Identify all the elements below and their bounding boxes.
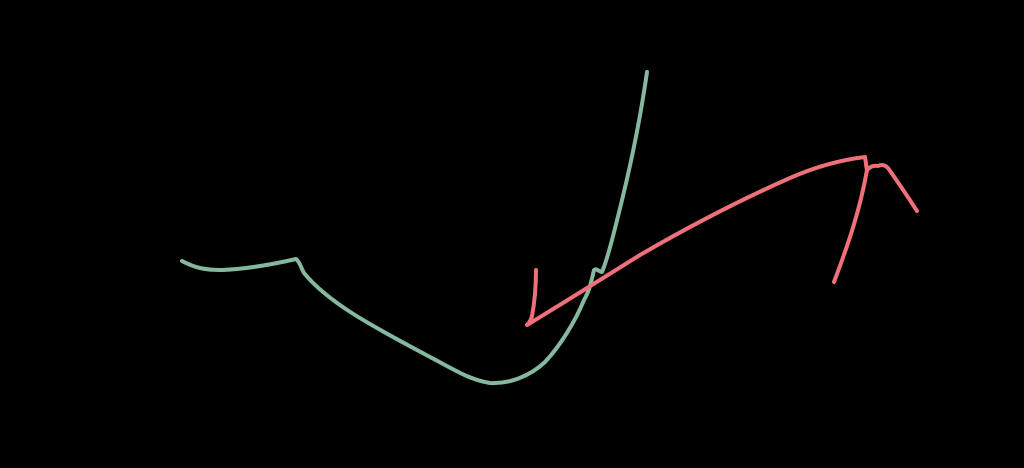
- red-freehand-stroke: [525, 155, 919, 327]
- green-freehand-stroke: [180, 70, 649, 386]
